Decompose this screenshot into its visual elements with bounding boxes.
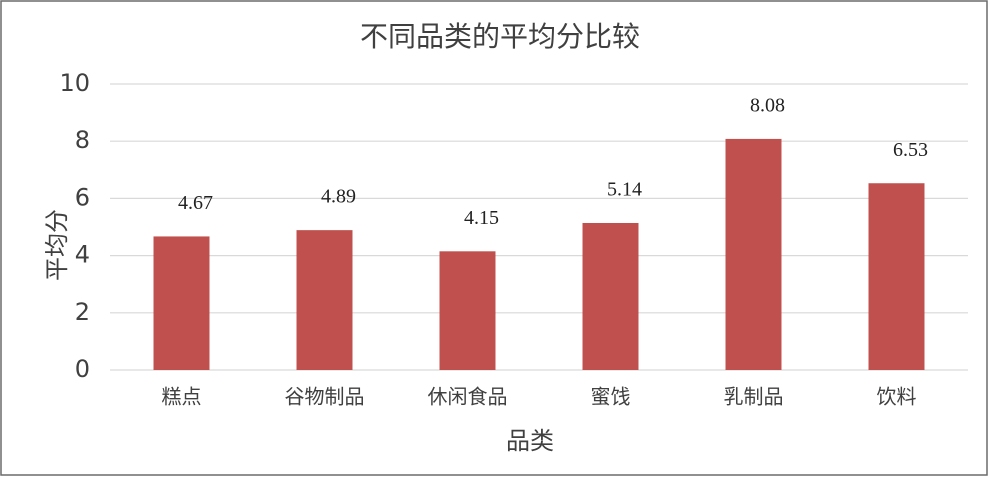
value-label: 4.89	[321, 186, 356, 208]
x-tick-label: 饮料	[877, 385, 917, 409]
y-tick-label: 4	[75, 241, 90, 269]
x-tick-label: 蜜饯	[591, 385, 631, 409]
y-tick-label: 2	[75, 298, 90, 326]
y-tick-label: 0	[75, 355, 90, 383]
value-label: 4.67	[178, 192, 213, 214]
x-tick-label: 乳制品	[724, 385, 784, 409]
x-tick-label: 谷物制品	[285, 385, 365, 409]
y-tick-label: 8	[75, 126, 90, 154]
value-label: 5.14	[607, 179, 642, 201]
bar	[582, 222, 639, 370]
chart-title: 不同品类的平均分比较	[360, 20, 640, 53]
x-tick-label: 休闲食品	[428, 385, 508, 409]
bar	[439, 251, 496, 370]
value-label: 4.15	[464, 207, 499, 229]
x-axis-label: 品类	[506, 427, 554, 455]
bar	[153, 236, 210, 370]
y-tick-label: 10	[59, 69, 90, 97]
bar	[296, 230, 353, 370]
value-label: 6.53	[893, 139, 928, 161]
x-tick-label: 糕点	[162, 385, 202, 409]
bar	[868, 183, 925, 370]
value-label: 8.08	[750, 95, 785, 117]
bar	[725, 138, 782, 370]
y-tick-label: 6	[75, 183, 90, 211]
y-axis-label: 平均分	[43, 209, 71, 281]
